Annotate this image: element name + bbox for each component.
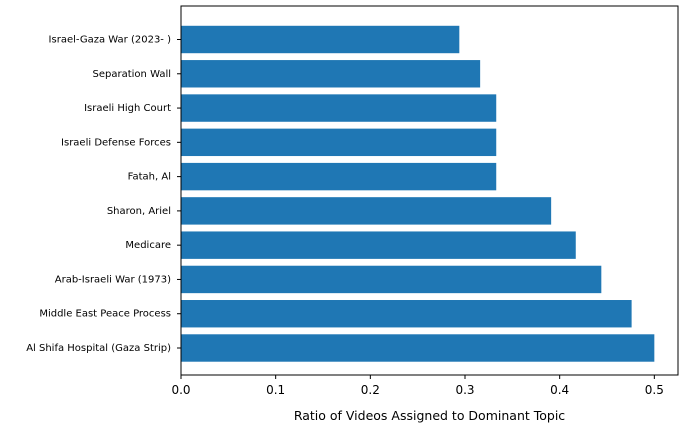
y-tick-label: Middle East Peace Process [39,309,171,320]
y-tick-label: Al Shifa Hospital (Gaza Strip) [26,343,171,354]
bar [181,162,497,191]
x-tick-label: 0.5 [645,383,664,397]
x-tick-label: 0.3 [455,383,474,397]
y-tick-label: Sharon, Ariel [107,206,171,217]
category-labels-group: Al Shifa Hospital (Gaza Strip) Middle Eas… [26,35,181,354]
x-tick-label: 0.2 [361,383,380,397]
bar [181,128,497,157]
bar [181,25,460,54]
bars-group [181,25,655,362]
x-ticks-group: 0.0 0.1 0.2 0.3 0.4 0.5 [171,375,664,397]
y-tick-label: Medicare [125,240,171,251]
bar [181,60,481,88]
y-tick-label: Israeli Defense Forces [61,137,171,148]
bar [181,265,602,294]
x-tick-label: 0.4 [550,383,569,397]
x-axis-title: Ratio of Videos Assigned to Dominant Top… [294,408,565,423]
y-tick-label: Separation Wall [93,69,171,80]
y-tick-label: Israeli High Court [84,103,171,114]
y-tick-label: Arab-Israeli War (1973) [55,274,171,285]
bar [181,231,576,259]
bar [181,300,632,328]
bar [181,334,655,362]
y-tick-label: Fatah, Al [128,172,171,183]
bar [181,94,497,122]
y-tick-label: Israel-Gaza War (2023- ) [49,35,172,46]
x-tick-label: 0.1 [266,383,285,397]
bar [181,197,552,225]
x-tick-label: 0.0 [171,383,190,397]
plot-frame [180,5,679,376]
